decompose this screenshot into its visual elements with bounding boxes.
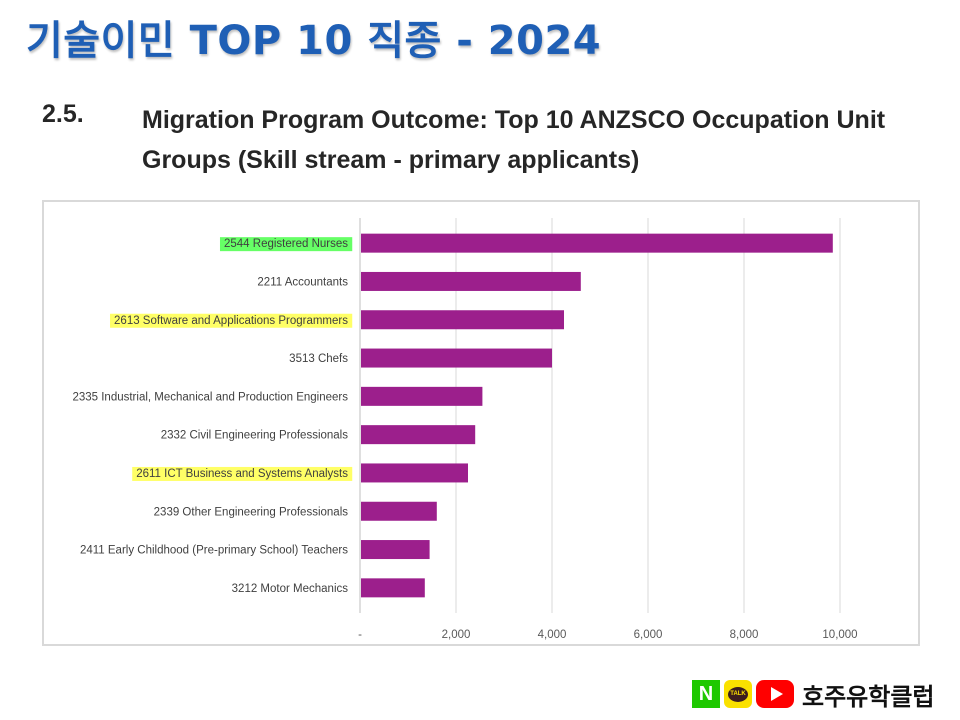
bar (361, 310, 564, 330)
bar (361, 271, 581, 291)
x-tick-label: 10,000 (822, 629, 857, 641)
footer-brand: N TALK 호주유학클럽 (692, 676, 934, 712)
section-title: Migration Program Outcome: Top 10 ANZSCO… (142, 106, 886, 174)
bar (361, 348, 552, 368)
bar (361, 578, 425, 598)
naver-letter: N (698, 682, 714, 705)
category-label: 2332 Civil Engineering Professionals (161, 430, 349, 442)
x-tick-label: 8,000 (730, 629, 759, 641)
play-icon (770, 687, 783, 701)
brand-name: 호주유학클럽 (802, 682, 935, 711)
category-label: 2613 Software and Applications Programme… (114, 315, 348, 327)
kakaotalk-icon[interactable]: TALK (724, 680, 752, 708)
chart-frame: - 2,000 4,000 6,000 8,000 10,000 2544 Register… (42, 200, 920, 646)
bar (361, 425, 476, 445)
x-tick-label: 4,000 (538, 629, 567, 641)
bar (361, 386, 483, 406)
label-highlight (110, 313, 353, 328)
bar (361, 233, 833, 253)
youtube-icon[interactable] (756, 680, 794, 708)
bar (361, 463, 468, 483)
naver-icon[interactable]: N (692, 680, 720, 708)
category-label: 2211 Accountants (257, 276, 348, 288)
category-label: 3212 Motor Mechanics (232, 583, 349, 595)
category-label: 2611 ICT Business and Systems Analysts (136, 468, 348, 480)
x-tick-label: - (358, 629, 362, 641)
category-label: 2411 Early Childhood (Pre-primary School… (80, 545, 348, 557)
x-tick-label: 2,000 (442, 629, 471, 641)
bar (361, 501, 437, 521)
category-label: 2335 Industrial, Mechanical and Producti… (72, 391, 348, 403)
label-highlight (132, 466, 353, 481)
label-highlight (219, 237, 353, 252)
x-tick-label: 6,000 (634, 629, 663, 641)
section-number: 2.5. (42, 100, 84, 128)
category-label: 2339 Other Engineering Professionals (154, 506, 349, 518)
bar (361, 540, 430, 560)
category-label: 2544 Registered Nurses (224, 238, 348, 250)
slide-title: 기술이민 TOP 10 직종 - 2024 (26, 18, 602, 64)
category-label: 3513 Chefs (289, 353, 348, 365)
talk-bubble: TALK (728, 686, 748, 702)
bar-chart: - 2,000 4,000 6,000 8,000 10,000 2544 Register… (72, 218, 858, 641)
